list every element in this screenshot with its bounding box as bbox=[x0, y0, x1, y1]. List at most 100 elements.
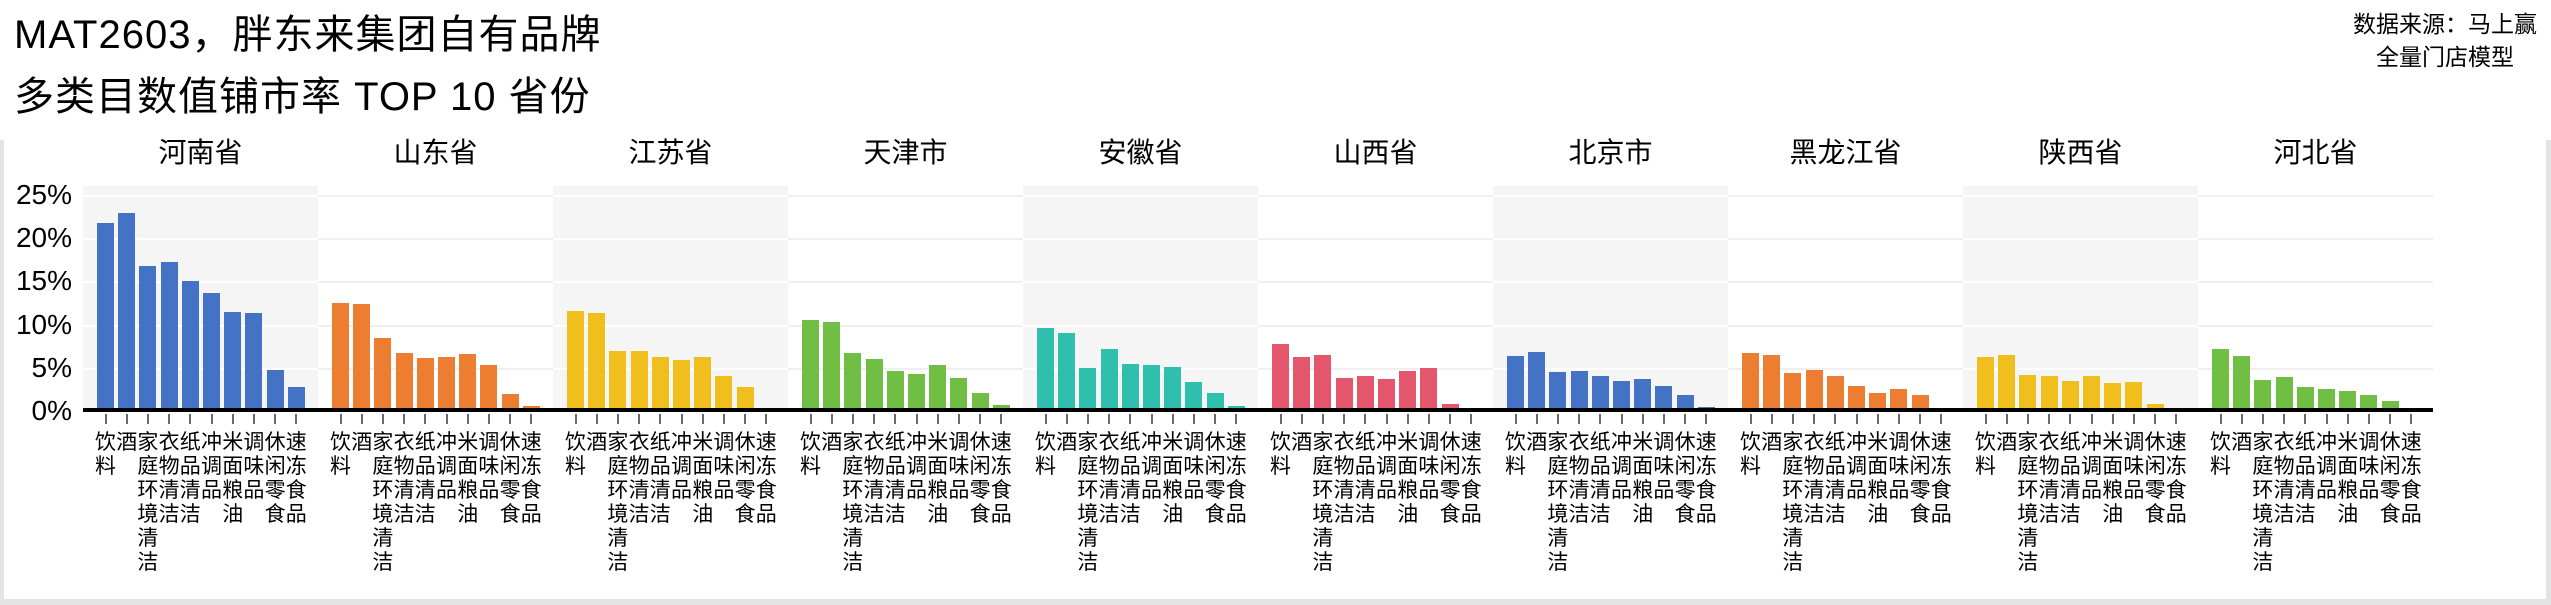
x-category-label: 米面粮油 bbox=[1397, 431, 1419, 526]
bar-山东省-酒 bbox=[353, 304, 371, 411]
gridline bbox=[553, 238, 788, 241]
x-tick-mark bbox=[1192, 414, 1195, 424]
x-tick-mark bbox=[2240, 414, 2243, 424]
gridline bbox=[1728, 367, 1963, 370]
x-tick-mark bbox=[424, 414, 427, 424]
panel-band-天津市 bbox=[788, 186, 1023, 411]
x-tick-mark bbox=[1364, 414, 1367, 424]
x-tick-mark bbox=[381, 414, 384, 424]
x-tick-mark bbox=[509, 414, 512, 424]
bar-河南省-米面粮油 bbox=[224, 312, 242, 411]
x-category-label: 休闲零食 bbox=[1674, 431, 1696, 526]
x-tick-mark bbox=[680, 414, 683, 424]
bar-黑龙江省-酒 bbox=[1763, 355, 1781, 411]
bar-天津市-纸品清洁 bbox=[886, 371, 904, 411]
gridline bbox=[1728, 281, 1963, 284]
x-tick-mark bbox=[1984, 414, 1987, 424]
gridline bbox=[2198, 238, 2433, 241]
bar-黑龙江省-衣物清洁 bbox=[1805, 370, 1823, 411]
bar-天津市-家庭环境清洁 bbox=[844, 353, 862, 411]
x-category-label: 衣物清洁 bbox=[863, 431, 885, 526]
bar-安徽省-衣物清洁 bbox=[1100, 349, 1118, 411]
bar-江苏省-饮料 bbox=[567, 311, 584, 411]
data-source-note: 数据来源：马上赢 全量门店模型 bbox=[2353, 8, 2537, 74]
x-category-label: 速冻食品 bbox=[2400, 431, 2422, 526]
x-category-label: 米面粮油 bbox=[1867, 431, 1889, 526]
chart-title-line2: 多类目数值铺市率 TOP 10 省份 bbox=[14, 75, 591, 119]
bar-山西省-饮料 bbox=[1272, 344, 1289, 411]
bar-北京市-家庭环境清洁 bbox=[1549, 372, 1567, 411]
x-category-label: 调味品 bbox=[948, 431, 970, 502]
bar-河北省-米面粮油 bbox=[2339, 391, 2357, 411]
gridline bbox=[1023, 238, 1258, 241]
x-category-label: 休闲零食 bbox=[2379, 431, 2401, 526]
x-category-label: 衣物清洁 bbox=[1098, 431, 1120, 526]
bar-山东省-调味品 bbox=[480, 365, 498, 411]
gridline bbox=[83, 238, 318, 241]
x-category-label: 调味品 bbox=[713, 431, 735, 502]
bar-天津市-冲调品 bbox=[908, 374, 925, 411]
x-category-label: 饮料 bbox=[1270, 431, 1291, 478]
x-category-label: 调味品 bbox=[478, 431, 500, 502]
gridline bbox=[1493, 195, 1728, 197]
bar-河南省-速冻食品 bbox=[287, 387, 305, 411]
x-tick-mark bbox=[638, 414, 641, 424]
bar-山西省-冲调品 bbox=[1378, 379, 1395, 411]
x-category-label: 冲调品 bbox=[906, 431, 927, 502]
bar-山西省-家庭环境清洁 bbox=[1314, 355, 1332, 411]
bar-河南省-酒 bbox=[118, 213, 136, 411]
x-category-label: 家庭环境清洁 bbox=[842, 431, 864, 574]
x-category-label: 休闲零食 bbox=[499, 431, 521, 526]
x-category-label: 饮料 bbox=[1035, 431, 1056, 478]
bar-河南省-衣物清洁 bbox=[160, 262, 178, 411]
x-category-label: 米面粮油 bbox=[222, 431, 244, 526]
gridline bbox=[1963, 367, 2198, 370]
gridline bbox=[83, 324, 318, 327]
gridline bbox=[2198, 367, 2433, 370]
x-category-label: 酒 bbox=[1056, 431, 1078, 454]
x-category-label: 调味品 bbox=[1418, 431, 1440, 502]
x-tick-mark bbox=[1321, 414, 1324, 424]
x-tick-mark bbox=[2219, 414, 2222, 424]
gridline bbox=[1493, 367, 1728, 370]
x-category-label: 冲调品 bbox=[2316, 431, 2337, 502]
x-tick-mark bbox=[1086, 414, 1089, 424]
gridline bbox=[788, 281, 1023, 284]
x-category-label: 衣物清洁 bbox=[1568, 431, 1590, 526]
x-tick-mark bbox=[915, 414, 918, 424]
x-category-label: 米面粮油 bbox=[1162, 431, 1184, 526]
x-tick-mark bbox=[1599, 414, 1602, 424]
gridline bbox=[1728, 195, 1963, 197]
gridline bbox=[2198, 281, 2433, 284]
x-tick-mark bbox=[957, 414, 960, 424]
x-category-label: 饮料 bbox=[95, 431, 116, 478]
bar-陕西省-衣物清洁 bbox=[2040, 376, 2058, 411]
bar-山东省-冲调品 bbox=[438, 357, 455, 411]
x-tick-mark bbox=[168, 414, 171, 424]
x-tick-mark bbox=[873, 414, 876, 424]
x-category-label: 休闲零食 bbox=[1204, 431, 1226, 526]
gridline bbox=[1728, 324, 1963, 327]
panel-band-山东省 bbox=[318, 186, 553, 411]
x-category-label: 纸品清洁 bbox=[414, 431, 436, 526]
bar-河北省-酒 bbox=[2233, 356, 2251, 411]
x-tick-mark bbox=[2389, 414, 2392, 424]
bar-河北省-衣物清洁 bbox=[2275, 377, 2293, 411]
y-axis-tick-label: 25% bbox=[15, 179, 72, 210]
x-tick-mark bbox=[530, 414, 533, 424]
x-tick-mark bbox=[574, 414, 577, 424]
gridline bbox=[553, 367, 788, 370]
gridline bbox=[1023, 367, 1258, 370]
x-category-label: 酒 bbox=[821, 431, 843, 454]
window-edge-left bbox=[0, 140, 4, 605]
x-category-label: 酒 bbox=[351, 431, 373, 454]
y-axis-tick-label: 20% bbox=[15, 222, 72, 254]
x-category-label: 纸品清洁 bbox=[2059, 431, 2081, 526]
bar-河南省-家庭环境清洁 bbox=[139, 266, 157, 411]
x-category-label: 冲调品 bbox=[1376, 431, 1397, 502]
gridline bbox=[1963, 195, 2198, 197]
x-category-label: 衣物清洁 bbox=[1333, 431, 1355, 526]
x-category-label: 纸品清洁 bbox=[1589, 431, 1611, 526]
x-tick-mark bbox=[2261, 414, 2264, 424]
x-tick-mark bbox=[2346, 414, 2349, 424]
